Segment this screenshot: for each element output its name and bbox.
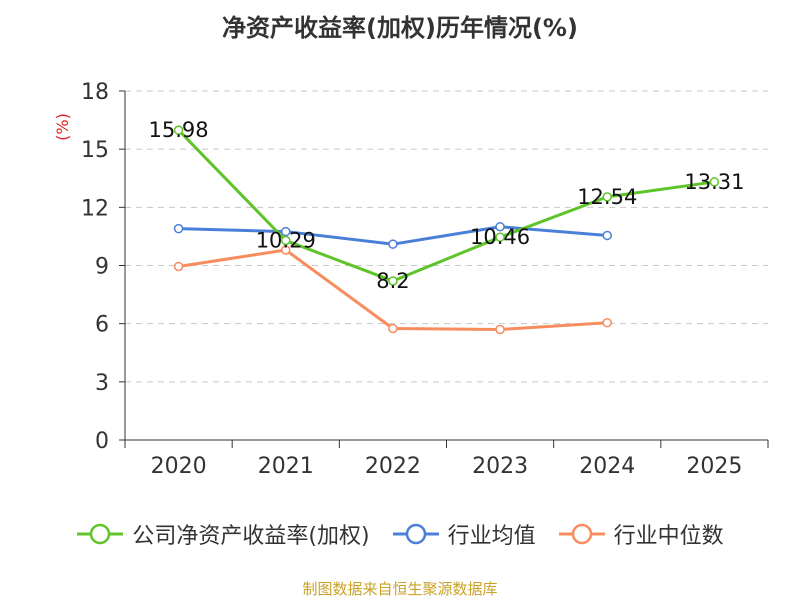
data-point [602,230,612,241]
x-tick-label: 2024 [579,454,635,479]
x-tick-label: 2021 [258,454,314,479]
data-point [173,125,184,135]
chart-title: 净资产收益率(加权)历年情况(%) [222,14,578,42]
x-tick-label: 2020 [151,454,207,479]
y-tick-label: 18 [81,80,109,105]
data-point [388,239,398,249]
series-line [177,129,715,283]
data-label: 8.2 [376,269,409,293]
data-point [173,261,184,272]
data-label: 15.98 [149,118,209,142]
legend-item[interactable]: 行业中位数 [558,518,724,550]
legend-item[interactable]: 行业均值 [392,518,536,550]
data-point [173,223,184,234]
legend-line-circle-icon [558,523,605,545]
legend-label: 公司净资产收益率(加权) [132,524,370,549]
y-tick-label: 0 [95,429,109,454]
data-point [281,245,291,255]
data-label: 10.29 [256,228,316,252]
legend-label: 行业均值 [447,524,536,549]
legend-line-circle-icon [392,523,439,545]
y-tick-label: 15 [81,138,109,163]
data-point [709,177,720,187]
data-point [281,226,291,237]
y-tick-label: 6 [95,313,109,338]
chart-plot: 0 3 6 9 12 15 18 (%) 2020 2021 2022 2023 2024 2025 15… [53,80,769,479]
y-tick-label: 9 [95,255,109,280]
data-point [602,317,612,328]
chart-legend: 公司净资产收益率(加权) 行业均值 行业中位数 [0,518,800,550]
data-source-note: 制图数据来自恒生聚源数据库 [302,580,498,598]
y-tick-label: 3 [95,371,109,396]
x-tick-label: 2022 [365,454,421,479]
data-label: 13.31 [684,170,744,194]
x-tick-label: 2025 [686,454,742,479]
data-point [388,323,398,334]
data-point [602,192,612,202]
legend-line-circle-icon [77,523,124,545]
data-point [495,324,505,335]
data-point [281,235,291,246]
legend-item[interactable]: 公司净资产收益率(加权) [76,518,370,550]
data-label: 12.54 [577,185,637,209]
y-axis-label: (%) [53,113,72,141]
x-tick-label: 2023 [472,454,528,479]
legend-label: 行业中位数 [613,524,724,549]
y-tick-label: 12 [81,196,109,221]
data-point [495,221,505,232]
data-point [495,232,505,242]
data-point [388,276,398,286]
data-label: 10.46 [470,225,530,249]
